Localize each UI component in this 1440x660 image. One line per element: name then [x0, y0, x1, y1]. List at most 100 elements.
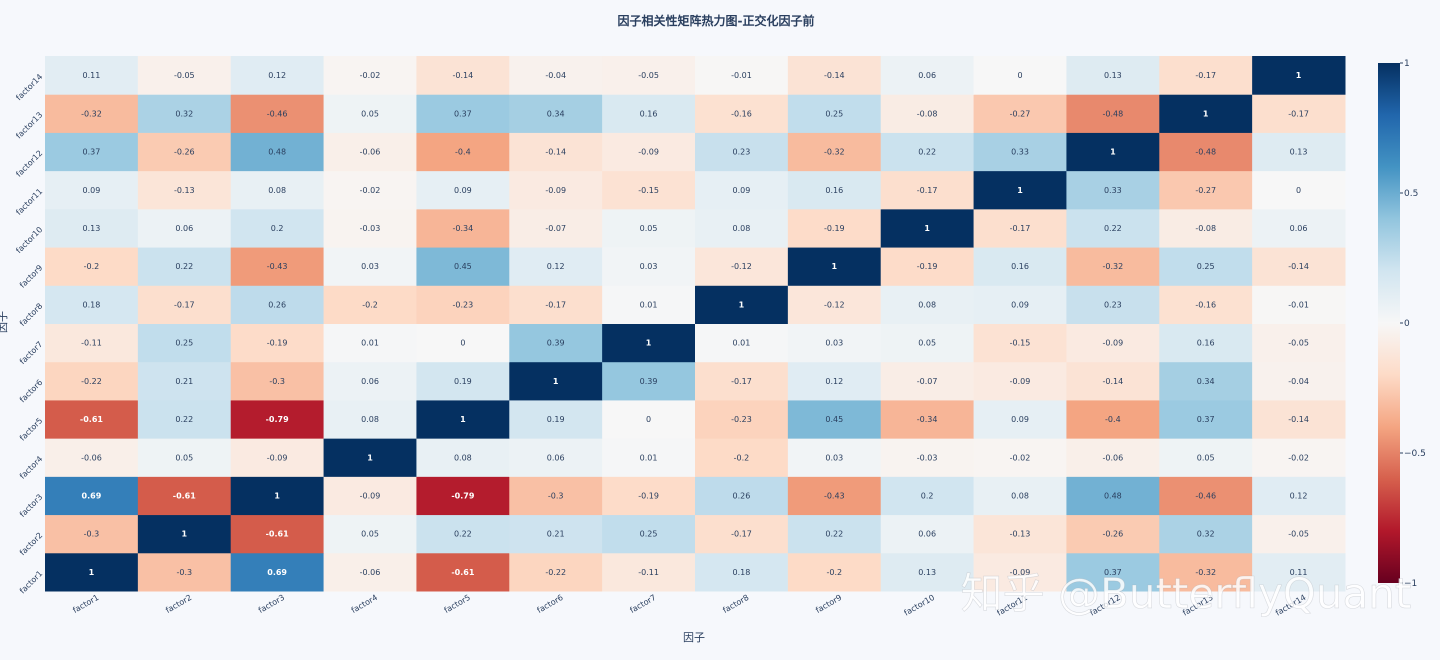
- colorbar-tick-label: −0.5: [1404, 449, 1426, 459]
- cell-value-label: 0.21: [547, 530, 565, 539]
- cell-value-label: 0.08: [268, 186, 286, 195]
- heatmap-cell: [880, 94, 975, 133]
- cell-value-label: 0.11: [83, 71, 101, 80]
- heatmap-cell: [787, 247, 882, 286]
- heatmap-cell: [509, 132, 603, 172]
- cell-value-label: 0.12: [547, 262, 565, 271]
- heatmap-cell: [1159, 323, 1253, 363]
- heatmap-cell: [1066, 514, 1160, 554]
- cell-value-label: 1: [182, 530, 188, 539]
- cell-value-label: 0.01: [361, 339, 379, 348]
- heatmap-cell: [230, 438, 325, 477]
- cell-value-label: 1: [646, 339, 652, 348]
- heatmap-cell: [787, 476, 882, 516]
- cell-value-label: 0.06: [918, 530, 936, 539]
- y-axis-label: 因子: [0, 311, 9, 333]
- heatmap-cell: [787, 399, 882, 439]
- cell-value-label: 0.05: [918, 339, 936, 348]
- heatmap-cell: [509, 285, 603, 324]
- cell-value-label: 0.69: [82, 491, 102, 500]
- heatmap-cell: [695, 361, 789, 401]
- cell-value-label: 0.08: [733, 224, 751, 233]
- heatmap-cell: [323, 285, 417, 324]
- heatmap-cell: [230, 285, 325, 324]
- y-tick-label: factor2: [18, 531, 45, 558]
- cell-value-label: -0.19: [917, 262, 938, 271]
- cell-value-label: -0.16: [1195, 300, 1216, 309]
- colorbar-ticks: 1 0.5 0 −0.5 −1: [1400, 59, 1426, 589]
- heatmap-cell: [787, 552, 882, 592]
- cell-value-label: -0.13: [1010, 530, 1031, 539]
- heatmap-cell: [509, 552, 603, 592]
- cell-value-label: 0.22: [1104, 224, 1122, 233]
- heatmap-cell: [880, 170, 975, 210]
- heatmap-cells: [45, 56, 1346, 592]
- cell-value-label: 0.48: [1104, 491, 1122, 500]
- heatmap-cell: [416, 323, 510, 363]
- cell-value-label: 1: [1110, 148, 1116, 157]
- heatmap-cell: [787, 208, 882, 248]
- heatmap-cell: [880, 132, 975, 172]
- heatmap-cell: [416, 208, 510, 248]
- cell-value-label: 0.22: [825, 530, 843, 539]
- heatmap-cell: [880, 476, 975, 516]
- heatmap-cell: [1252, 552, 1346, 592]
- cell-value-label: -0.16: [731, 109, 752, 118]
- heatmap-cell: [230, 476, 325, 516]
- cell-value-label: -0.61: [80, 415, 103, 424]
- cell-value-label: -0.08: [1195, 224, 1216, 233]
- cell-value-label: 0.26: [268, 300, 286, 309]
- cell-value-label: 0.09: [1011, 300, 1029, 309]
- heatmap-cell: [602, 247, 696, 286]
- heatmap-cell: [45, 56, 139, 95]
- heatmap-cell: [787, 170, 882, 210]
- heatmap-cell: [137, 552, 232, 592]
- heatmap-cell: [416, 132, 510, 172]
- colorbar-tick-label: 1: [1404, 59, 1410, 69]
- heatmap-cell: [787, 361, 882, 401]
- cell-value-label: -0.2: [734, 453, 750, 462]
- x-tick-label: factor1: [71, 593, 100, 615]
- cell-value-label: -0.79: [451, 491, 474, 500]
- cell-value-label: 0.23: [733, 148, 751, 157]
- heatmap-cell: [1159, 399, 1253, 439]
- heatmap-cell: [973, 285, 1067, 324]
- cell-value-label: 1: [924, 224, 930, 233]
- heatmap-cell: [880, 285, 975, 324]
- heatmap-cell: [230, 132, 325, 172]
- heatmap-cell: [787, 514, 882, 554]
- cell-value-label: -0.09: [1103, 339, 1124, 348]
- heatmap-cell: [230, 552, 325, 592]
- heatmap-cell: [509, 323, 603, 363]
- cell-value-label: 0.25: [1197, 262, 1215, 271]
- cell-value-label: 1: [89, 568, 95, 577]
- heatmap-cell: [1252, 56, 1346, 95]
- heatmap-cell: [323, 552, 417, 592]
- cell-value-label: 0.08: [454, 453, 472, 462]
- heatmap-cell: [973, 170, 1067, 210]
- cell-value-label: 0.37: [1104, 568, 1122, 577]
- cell-value-label: 0.03: [361, 262, 379, 271]
- cell-value-label: -0.79: [266, 415, 289, 424]
- cell-value-label: 0.05: [361, 530, 379, 539]
- heatmap-cell: [230, 56, 325, 95]
- cell-value-label: -0.3: [269, 377, 285, 386]
- heatmap-cell: [323, 56, 417, 95]
- heatmap-cell: [1252, 514, 1346, 554]
- heatmap-cell: [973, 514, 1067, 554]
- cell-value-label: 0.33: [1011, 148, 1029, 157]
- cell-value-label: 0.22: [175, 262, 193, 271]
- cell-value-label: 0.39: [640, 377, 658, 386]
- x-tick-label: factor9: [814, 593, 843, 615]
- x-tick-label: factor10: [903, 593, 937, 618]
- cell-value-label: 0.08: [918, 300, 936, 309]
- cell-value-label: -0.2: [826, 568, 842, 577]
- cell-value-label: -0.17: [1288, 109, 1309, 118]
- cell-value-label: -0.15: [1010, 339, 1031, 348]
- heatmap-cell: [695, 323, 789, 363]
- cell-value-label: -0.27: [1195, 186, 1216, 195]
- heatmap-cell: [602, 552, 696, 592]
- cell-value-label: -0.14: [1288, 262, 1309, 271]
- heatmap-cell: [230, 399, 325, 439]
